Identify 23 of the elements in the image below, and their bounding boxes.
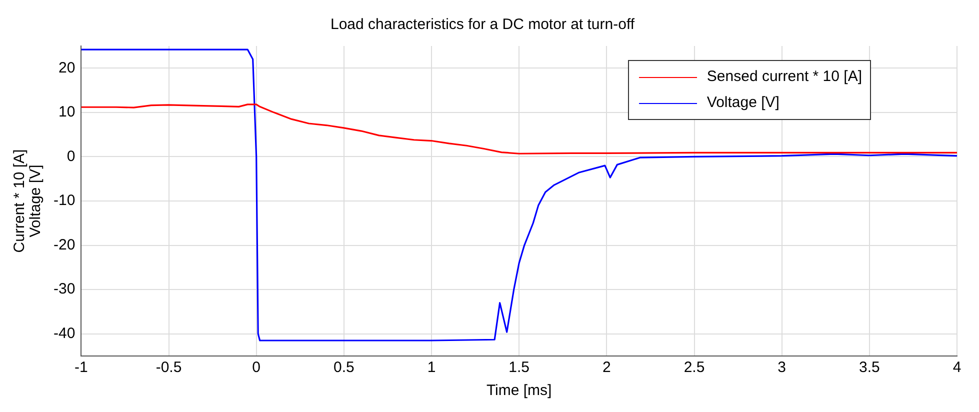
- y-tick-label: -40: [53, 325, 76, 342]
- x-tick-label: 0.5: [333, 359, 354, 376]
- y-tick-label: -20: [53, 236, 76, 254]
- legend-label: Voltage [V]: [706, 93, 780, 113]
- y-tick-label: -30: [53, 280, 76, 298]
- x-tick-label: 4: [952, 359, 962, 376]
- y-tick-label: 0: [66, 148, 76, 165]
- y-tick-label: 10: [58, 104, 76, 121]
- y-tick-label: 20: [58, 59, 76, 76]
- x-tick-label: 1.5: [508, 359, 530, 376]
- x-tick-label: 2: [602, 359, 611, 376]
- x-tick-label: 2.5: [684, 359, 705, 376]
- legend-label: Sensed current * 10 [A]: [706, 67, 862, 87]
- x-tick-label: -0.5: [156, 359, 182, 376]
- x-axis-title: Time [ms]: [486, 382, 552, 400]
- chart-title: Load characteristics for a DC motor at turn-off: [330, 16, 636, 34]
- x-tick-label: 3: [778, 359, 786, 376]
- x-tick-label: 0: [252, 359, 261, 376]
- x-tick-label: 3.5: [858, 359, 880, 376]
- x-tick-label: -1: [74, 359, 88, 376]
- y-axis-title: Current * 10 [A] Voltage [V]: [11, 149, 44, 253]
- x-tick-label: 1: [427, 359, 436, 376]
- y-tick-label: -10: [53, 192, 76, 210]
